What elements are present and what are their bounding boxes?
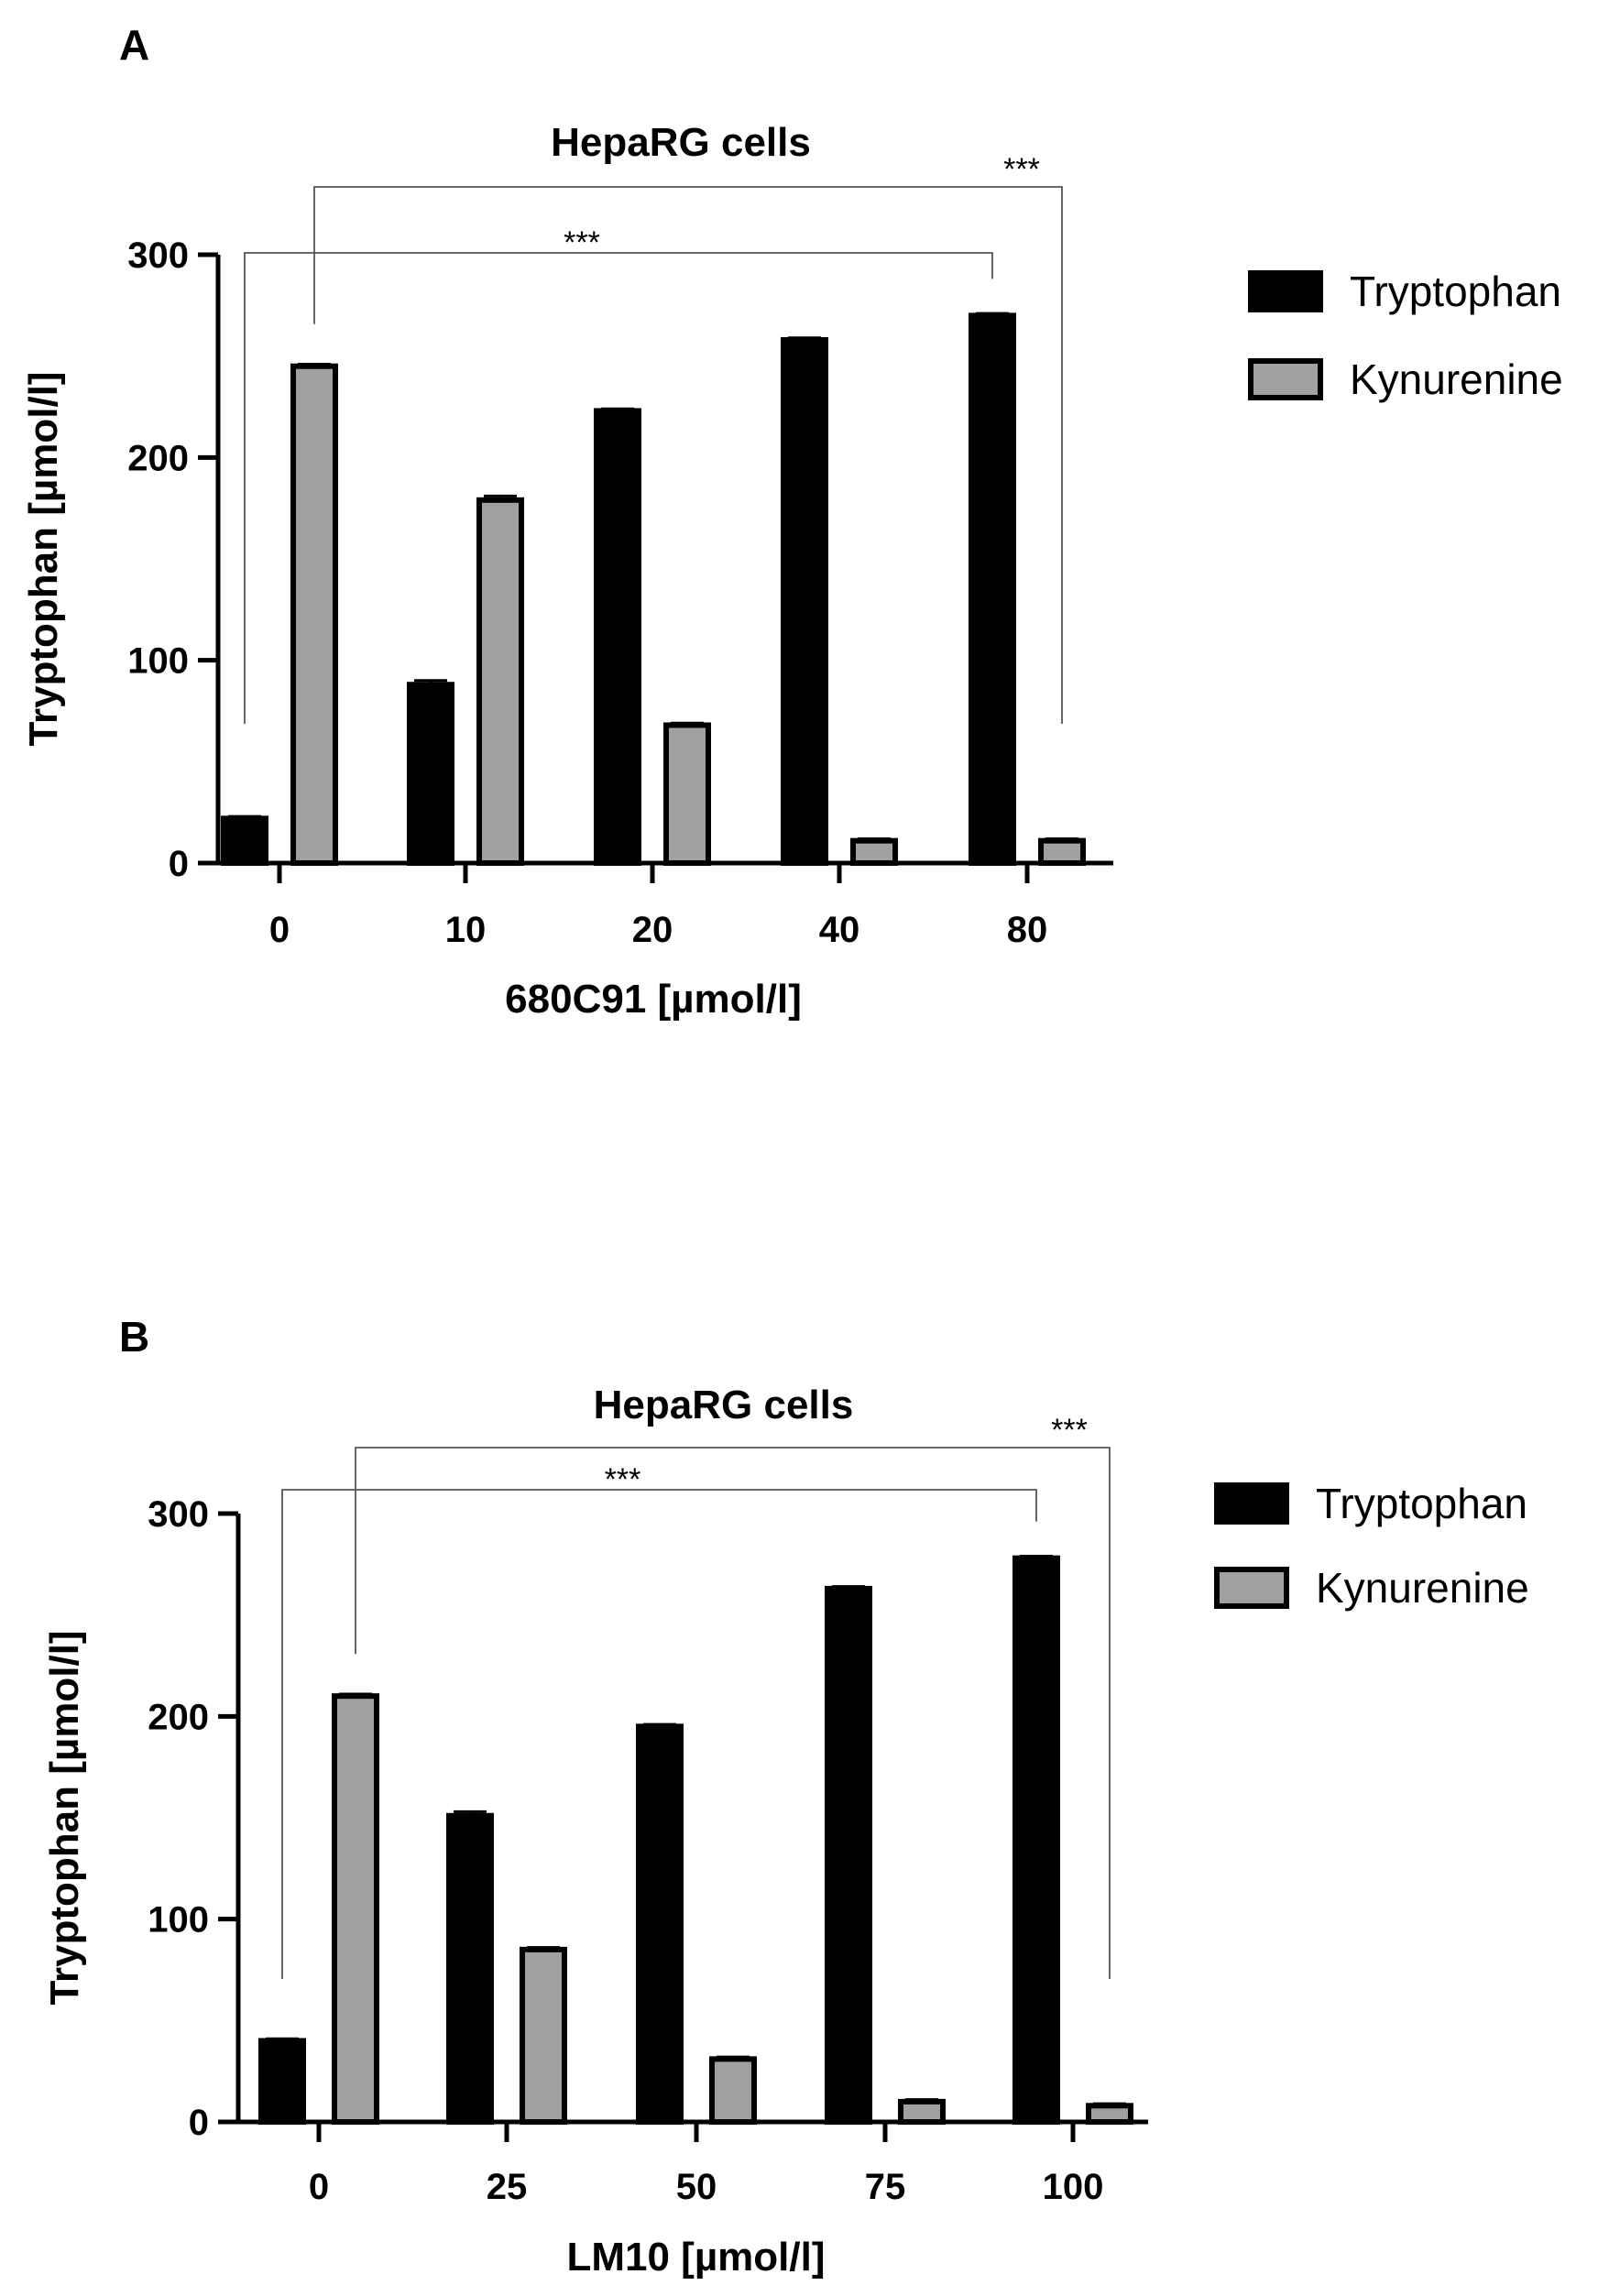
bar-kynurenine-10 xyxy=(476,497,524,867)
bar-tryptophan-80 xyxy=(969,312,1016,866)
bar-tryptophan-0 xyxy=(258,2038,306,2125)
panel-letter: A xyxy=(119,21,149,69)
legend-swatch-kynurenine xyxy=(1248,358,1323,400)
y-tick-label: 0 xyxy=(189,2103,209,2143)
significance-bracket xyxy=(355,1447,1111,1979)
x-tick-label: 50 xyxy=(676,2167,717,2207)
x-tick-label: 0 xyxy=(269,910,290,950)
x-axis-label: 680C91 [µmol/l] xyxy=(505,977,802,1022)
y-tick-label: 200 xyxy=(127,438,189,478)
chart-panel-a: A HepaRG cells 0 100 200 300 0 10 20 40 80 680C91 [… xyxy=(21,21,1563,1022)
bar-kynurenine-25 xyxy=(520,1946,567,2126)
x-tick-label: 100 xyxy=(1043,2167,1104,2207)
y-tick-label: 300 xyxy=(127,235,189,276)
y-tick-label: 100 xyxy=(148,1900,209,1941)
bar-kynurenine-0 xyxy=(290,363,338,866)
chart-title: HepaRG cells xyxy=(551,120,811,165)
y-tick-label: 300 xyxy=(148,1494,209,1535)
y-tick-label: 200 xyxy=(148,1697,209,1737)
x-tick-label: 25 xyxy=(487,2167,528,2207)
bar-kynurenine-40 xyxy=(850,837,898,866)
x-tick-label: 0 xyxy=(309,2167,329,2207)
bar-tryptophan-0 xyxy=(221,815,268,866)
legend-swatch-tryptophan xyxy=(1248,270,1323,312)
panel-letter: B xyxy=(119,1313,149,1361)
bar-tryptophan-25 xyxy=(446,1812,494,2125)
legend-label: Tryptophan xyxy=(1316,1480,1527,1527)
legend-label: Kynurenine xyxy=(1350,355,1563,403)
y-tick-label: 100 xyxy=(127,641,189,682)
bar-tryptophan-50 xyxy=(636,1723,684,2126)
y-axis-label: Tryptophan [µmol/l] xyxy=(42,1630,87,2005)
significance-bracket xyxy=(281,1489,1037,1979)
bar-tryptophan-75 xyxy=(825,1585,872,2125)
x-axis-label: LM10 [µmol/l] xyxy=(566,2235,825,2280)
y-axis-label: Tryptophan [µmol/l] xyxy=(21,371,66,746)
bar-tryptophan-100 xyxy=(1012,1555,1060,2125)
chart-title: HepaRG cells xyxy=(594,1383,854,1427)
bar-tryptophan-40 xyxy=(781,336,828,866)
bar-kynurenine-80 xyxy=(1038,837,1086,866)
legend-swatch-tryptophan xyxy=(1214,1482,1289,1525)
x-tick-label: 80 xyxy=(1007,910,1048,950)
significance-label: *** xyxy=(1051,1413,1088,1448)
legend-label: Tryptophan xyxy=(1350,268,1561,315)
x-tick-label: 20 xyxy=(632,910,673,950)
x-tick-label: 40 xyxy=(819,910,860,950)
bar-tryptophan-20 xyxy=(594,408,641,866)
significance-label: *** xyxy=(564,225,600,260)
bar-tryptophan-10 xyxy=(407,682,454,867)
bar-kynurenine-75 xyxy=(898,2098,946,2126)
significance-label: *** xyxy=(605,1462,641,1497)
bar-kynurenine-100 xyxy=(1086,2103,1133,2125)
significance-bracket xyxy=(244,252,993,724)
x-tick-label: 10 xyxy=(445,910,487,950)
significance-label: *** xyxy=(1003,152,1040,187)
significance-bracket xyxy=(313,186,1063,724)
legend-swatch-kynurenine xyxy=(1214,1567,1289,1609)
y-tick-label: 0 xyxy=(169,844,189,884)
chart-panel-b: B HepaRG cells 0 100 200 300 0 25 50 75 100 LM10 [µ… xyxy=(42,1313,1529,2280)
legend-label: Kynurenine xyxy=(1316,1564,1529,1612)
bar-kynurenine-20 xyxy=(663,722,711,867)
bar-kynurenine-50 xyxy=(709,2056,757,2126)
x-tick-label: 75 xyxy=(865,2167,906,2207)
bar-kynurenine-0 xyxy=(332,1693,379,2125)
